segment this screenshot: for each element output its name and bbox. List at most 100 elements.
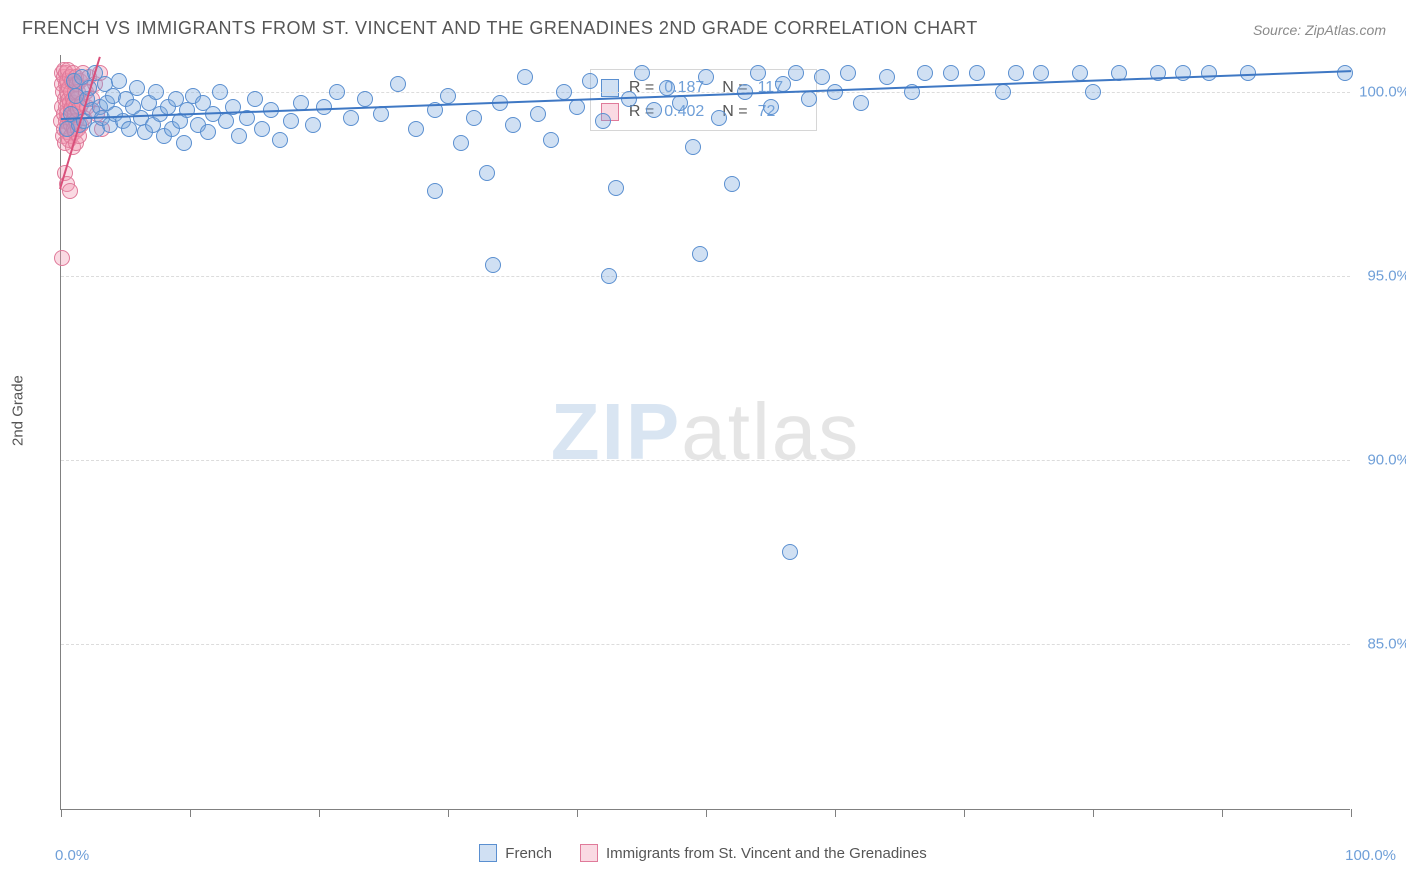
data-point — [440, 88, 456, 104]
data-point — [879, 69, 895, 85]
legend-swatch — [479, 844, 497, 862]
data-point — [672, 95, 688, 111]
legend-swatch — [580, 844, 598, 862]
data-point — [176, 135, 192, 151]
x-tick — [319, 809, 320, 817]
data-point — [111, 73, 127, 89]
data-point — [556, 84, 572, 100]
watermark-rest: atlas — [681, 387, 860, 476]
data-point — [995, 84, 1011, 100]
x-tick — [61, 809, 62, 817]
y-axis-title: 2nd Grade — [10, 375, 27, 446]
y-tick-label: 85.0% — [1367, 636, 1406, 653]
data-point — [917, 65, 933, 81]
data-point — [853, 95, 869, 111]
data-point — [466, 110, 482, 126]
data-point — [969, 65, 985, 81]
data-point — [750, 65, 766, 81]
data-point — [1085, 84, 1101, 100]
data-point — [343, 110, 359, 126]
x-tick — [577, 809, 578, 817]
data-point — [517, 69, 533, 85]
x-tick — [964, 809, 965, 817]
data-point — [608, 180, 624, 196]
r-value: 0.402 — [664, 103, 712, 121]
y-tick-label: 95.0% — [1367, 267, 1406, 284]
data-point — [646, 102, 662, 118]
data-point — [1175, 65, 1191, 81]
gridline — [61, 644, 1350, 645]
data-point — [212, 84, 228, 100]
data-point — [54, 250, 70, 266]
data-point — [247, 91, 263, 107]
source-label: Source: ZipAtlas.com — [1253, 22, 1386, 38]
legend-item: French — [479, 844, 552, 862]
data-point — [305, 117, 321, 133]
data-point — [357, 91, 373, 107]
data-point — [692, 246, 708, 262]
data-point — [283, 113, 299, 129]
data-point — [530, 106, 546, 122]
data-point — [427, 183, 443, 199]
x-tick — [190, 809, 191, 817]
gridline — [61, 460, 1350, 461]
legend-label: French — [505, 845, 552, 862]
data-point — [814, 69, 830, 85]
x-tick — [835, 809, 836, 817]
data-point — [543, 132, 559, 148]
data-point — [634, 65, 650, 81]
data-point — [329, 84, 345, 100]
data-point — [659, 80, 675, 96]
data-point — [408, 121, 424, 137]
data-point — [200, 124, 216, 140]
x-tick — [448, 809, 449, 817]
x-tick — [1093, 809, 1094, 817]
data-point — [698, 69, 714, 85]
data-point — [1033, 65, 1049, 81]
data-point — [788, 65, 804, 81]
series-legend: French Immigrants from St. Vincent and th… — [0, 844, 1406, 866]
data-point — [316, 99, 332, 115]
data-point — [272, 132, 288, 148]
data-point — [943, 65, 959, 81]
x-tick — [1222, 809, 1223, 817]
data-point — [479, 165, 495, 181]
data-point — [390, 76, 406, 92]
data-point — [724, 176, 740, 192]
data-point — [485, 257, 501, 273]
data-point — [582, 73, 598, 89]
plot-area: ZIPatlas R =0.187N =117R =0.402N =72 85.… — [60, 55, 1350, 810]
data-point — [840, 65, 856, 81]
data-point — [218, 113, 234, 129]
data-point — [62, 183, 78, 199]
data-point — [711, 110, 727, 126]
data-point — [595, 113, 611, 129]
legend-label: Immigrants from St. Vincent and the Gren… — [606, 845, 927, 862]
data-point — [782, 544, 798, 560]
data-point — [129, 80, 145, 96]
x-tick — [1351, 809, 1352, 817]
data-point — [453, 135, 469, 151]
data-point — [148, 84, 164, 100]
gridline — [61, 276, 1350, 277]
data-point — [231, 128, 247, 144]
data-point — [763, 99, 779, 115]
data-point — [179, 102, 195, 118]
data-point — [1201, 65, 1217, 81]
data-point — [827, 84, 843, 100]
x-tick — [706, 809, 707, 817]
legend-item: Immigrants from St. Vincent and the Gren… — [580, 844, 927, 862]
data-point — [254, 121, 270, 137]
data-point — [1337, 65, 1353, 81]
data-point — [801, 91, 817, 107]
data-point — [1008, 65, 1024, 81]
y-tick-label: 90.0% — [1367, 452, 1406, 469]
data-point — [601, 268, 617, 284]
watermark: ZIPatlas — [551, 386, 860, 478]
chart-title: FRENCH VS IMMIGRANTS FROM ST. VINCENT AN… — [22, 18, 978, 39]
y-tick-label: 100.0% — [1359, 83, 1406, 100]
data-point — [685, 139, 701, 155]
legend-swatch — [601, 79, 619, 97]
watermark-zip: ZIP — [551, 387, 681, 476]
data-point — [621, 91, 637, 107]
